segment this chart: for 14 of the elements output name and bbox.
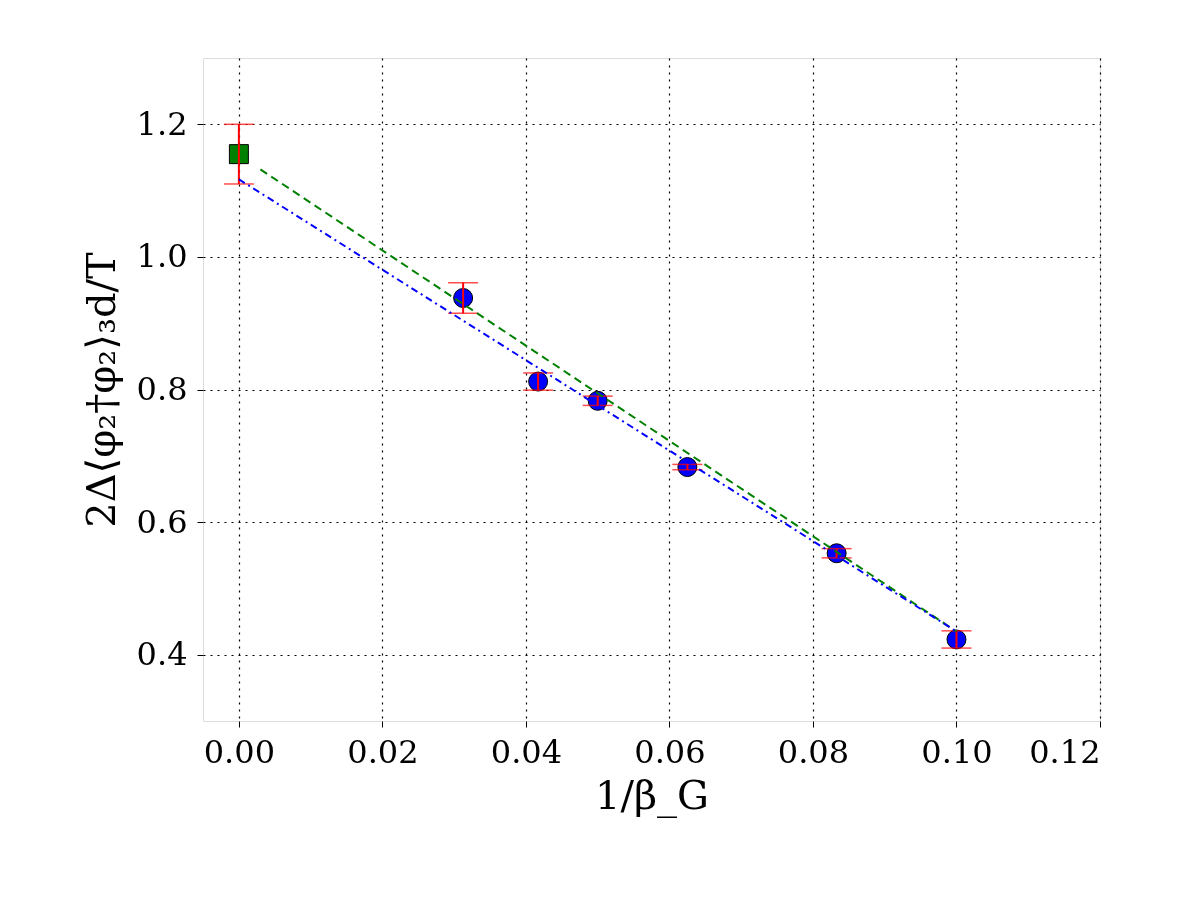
x-tick-label: 0.02 — [347, 732, 419, 771]
x-tick-label: 0.08 — [777, 732, 850, 771]
x-tick-label: 0.10 — [921, 732, 993, 771]
y-tick-label: 1.2 — [136, 104, 188, 143]
y-tick-label: 0.4 — [136, 635, 188, 674]
x-axis-title: 1/β_G — [594, 771, 710, 818]
y-tick-label: 0.6 — [136, 502, 188, 541]
y-axis-title: 2Δ⟨φ₂†φ₂⟩₃d/T — [77, 251, 124, 528]
x-tick-label: 0.06 — [634, 732, 706, 771]
y-tick-label: 1.0 — [136, 237, 188, 276]
y-tick-label: 0.8 — [136, 370, 188, 408]
x-tick-label: 0.04 — [490, 732, 563, 771]
x-tick-label: 0.00 — [203, 732, 276, 771]
x-tick-label: 0.12 — [1029, 732, 1101, 771]
